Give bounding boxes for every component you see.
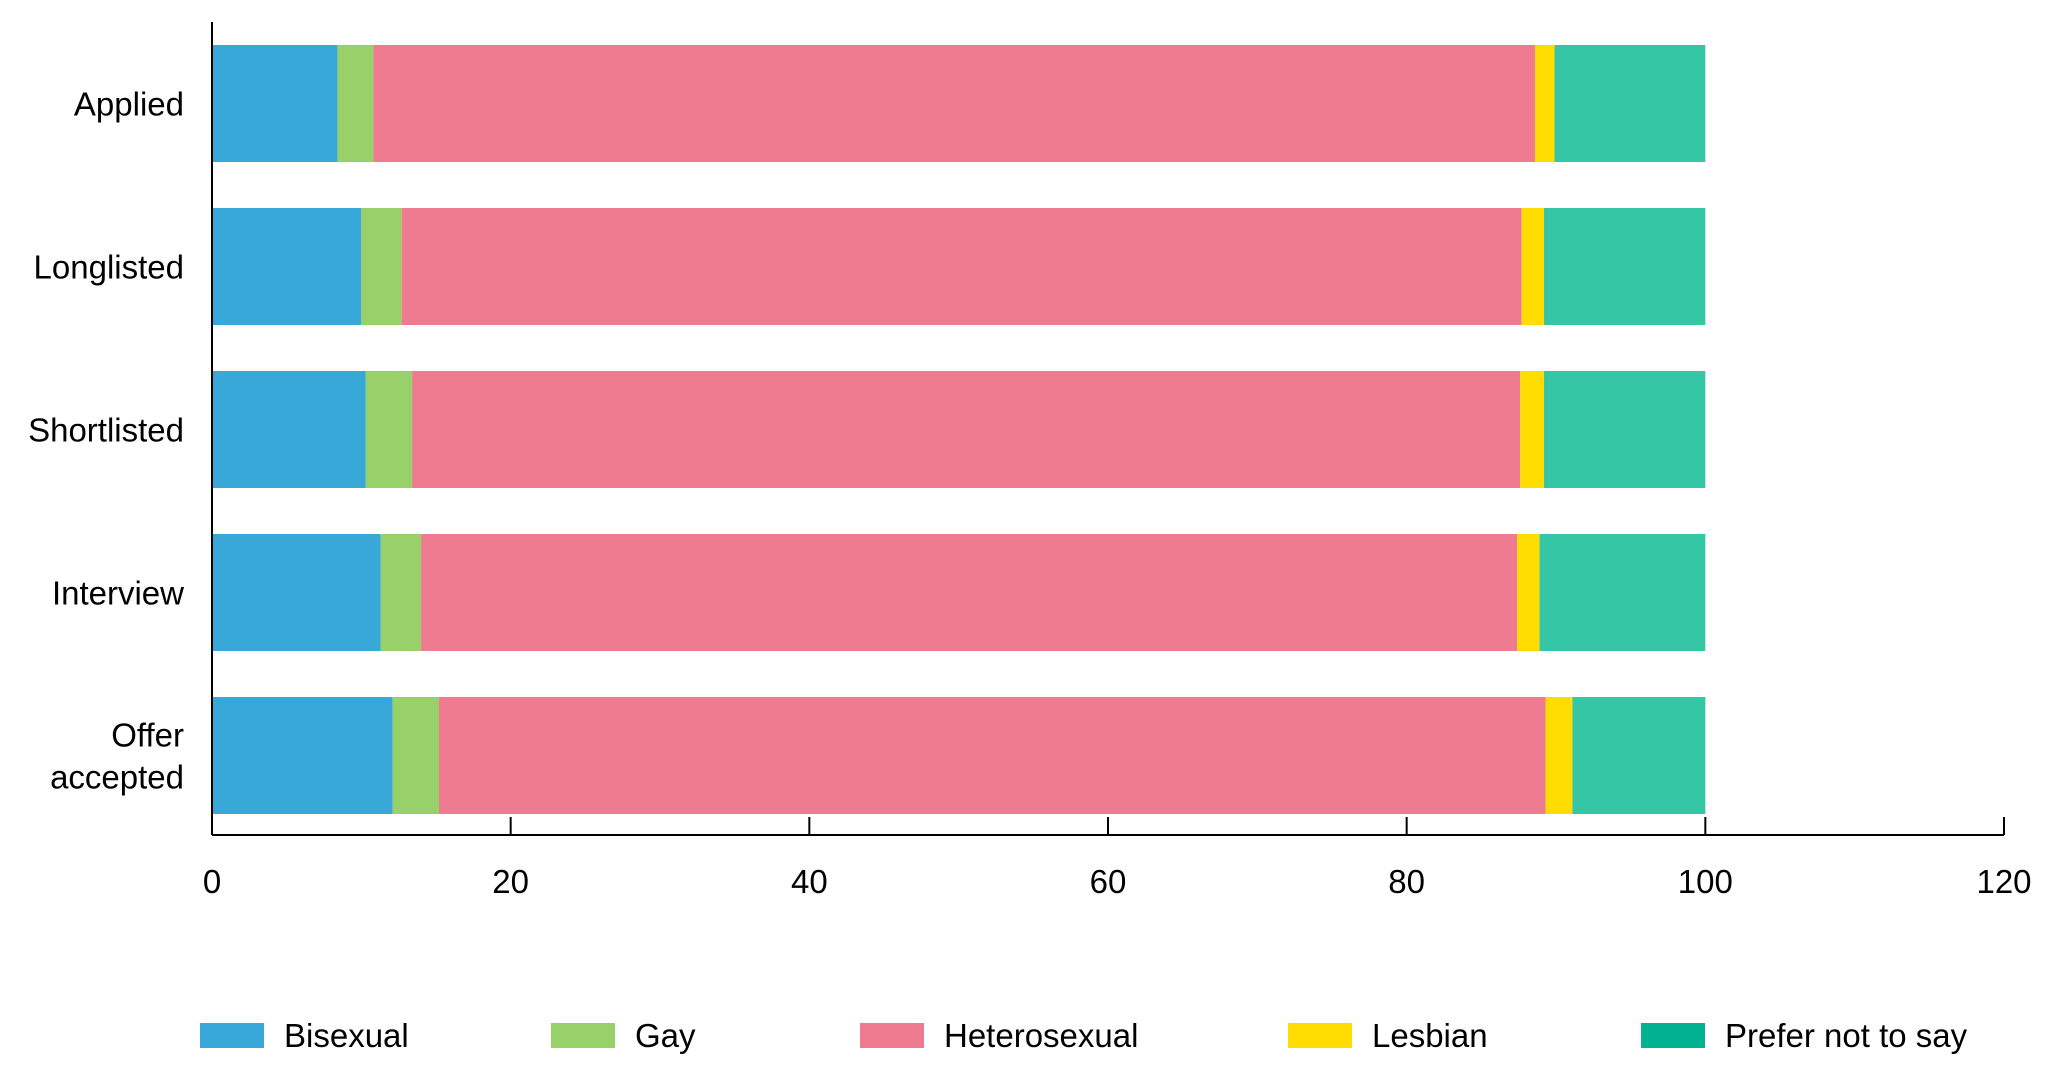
bar-bisexual-shortlisted bbox=[212, 371, 366, 488]
x-tick-label: 100 bbox=[1678, 863, 1733, 900]
legend-swatch-lesbian bbox=[1288, 1023, 1352, 1048]
legend-label-prefer-not-to-say: Prefer not to say bbox=[1725, 1017, 1968, 1054]
x-tick-label: 0 bbox=[203, 863, 221, 900]
bar-gay-shortlisted bbox=[365, 371, 413, 488]
category-label-shortlisted: Shortlisted bbox=[28, 412, 184, 449]
x-tick-label: 120 bbox=[1976, 863, 2031, 900]
category-label-longlisted: Longlisted bbox=[34, 249, 184, 286]
bar-heterosexual-offer-accepted bbox=[438, 697, 1546, 814]
category-label-line: Shortlisted bbox=[28, 412, 184, 449]
category-label-offer-accepted: Offer accepted bbox=[50, 717, 184, 796]
bar-gay-longlisted bbox=[361, 208, 402, 325]
legend-label-lesbian: Lesbian bbox=[1372, 1017, 1488, 1054]
category-labels-group: Applied Longlisted Shortlisted Interview Off… bbox=[28, 86, 184, 796]
bar-prefer-not-to-say-interview bbox=[1539, 534, 1706, 651]
legend-swatch-gay bbox=[551, 1023, 615, 1048]
bar-lesbian-longlisted bbox=[1521, 208, 1545, 325]
category-label-line: Longlisted bbox=[34, 249, 184, 286]
bar-bisexual-longlisted bbox=[212, 208, 362, 325]
bar-gay-applied bbox=[337, 45, 374, 162]
x-ticks-group: 0 20 40 60 80 100 120 bbox=[203, 817, 2032, 900]
bar-gay-interview bbox=[380, 534, 422, 651]
category-label-interview: Interview bbox=[52, 575, 184, 612]
legend-swatch-prefer-not-to-say bbox=[1641, 1023, 1705, 1048]
bar-prefer-not-to-say-shortlisted bbox=[1544, 371, 1706, 488]
bar-prefer-not-to-say-longlisted bbox=[1544, 208, 1706, 325]
legend-label-gay: Gay bbox=[635, 1017, 696, 1054]
bar-heterosexual-shortlisted bbox=[412, 371, 1521, 488]
bar-heterosexual-longlisted bbox=[401, 208, 1522, 325]
legend-swatch-heterosexual bbox=[860, 1023, 924, 1048]
x-tick-label: 80 bbox=[1388, 863, 1425, 900]
bar-lesbian-applied bbox=[1535, 45, 1555, 162]
bar-heterosexual-interview bbox=[421, 534, 1518, 651]
bar-bisexual-interview bbox=[212, 534, 381, 651]
bar-bisexual-offer-accepted bbox=[212, 697, 393, 814]
category-label-line: Interview bbox=[52, 575, 184, 612]
legend-label-heterosexual: Heterosexual bbox=[944, 1017, 1138, 1054]
bar-lesbian-offer-accepted bbox=[1545, 697, 1573, 814]
x-tick-label: 60 bbox=[1090, 863, 1127, 900]
legend: Bisexual Gay Heterosexual Lesbian Prefer not… bbox=[200, 1017, 1968, 1054]
bar-lesbian-interview bbox=[1517, 534, 1540, 651]
bar-lesbian-shortlisted bbox=[1520, 371, 1545, 488]
bar-gay-offer-accepted bbox=[392, 697, 439, 814]
category-label-line: accepted bbox=[50, 759, 184, 796]
bar-heterosexual-applied bbox=[373, 45, 1536, 162]
bar-prefer-not-to-say-applied bbox=[1554, 45, 1706, 162]
bar-bisexual-applied bbox=[212, 45, 338, 162]
legend-label-bisexual: Bisexual bbox=[284, 1017, 409, 1054]
category-label-line: Offer bbox=[111, 717, 184, 754]
bars-group bbox=[212, 45, 1706, 814]
category-label-line: Applied bbox=[74, 86, 184, 123]
x-tick-label: 40 bbox=[791, 863, 828, 900]
x-tick-label: 20 bbox=[492, 863, 529, 900]
bar-prefer-not-to-say-offer-accepted bbox=[1572, 697, 1706, 814]
category-label-applied: Applied bbox=[74, 86, 184, 123]
legend-swatch-bisexual bbox=[200, 1023, 264, 1048]
